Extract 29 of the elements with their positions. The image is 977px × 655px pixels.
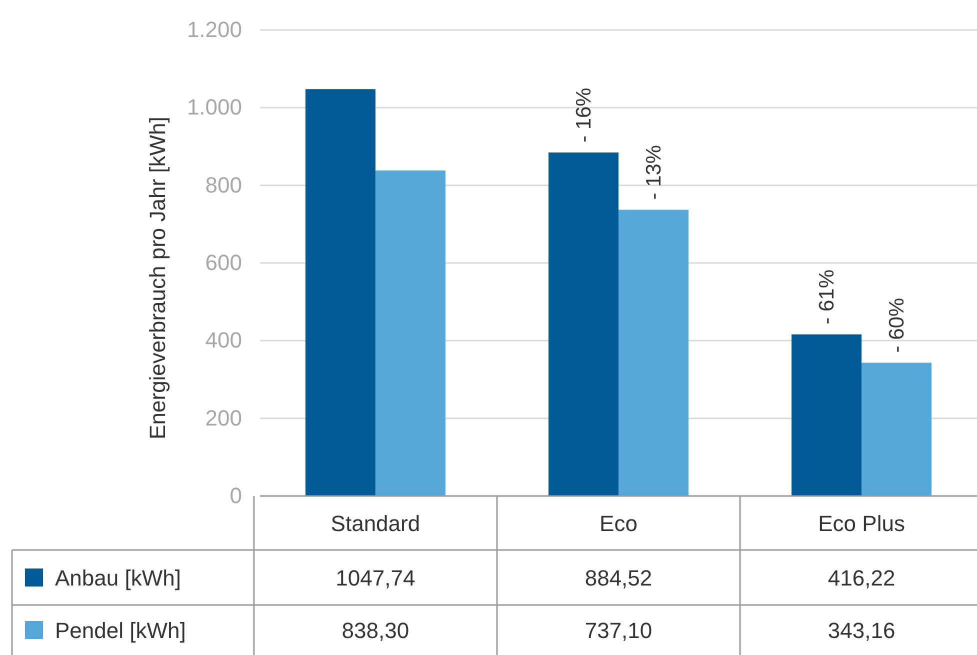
- annotation: - 60%: [886, 298, 909, 353]
- bar: [305, 89, 376, 496]
- y-tick-label: 1.000: [186, 94, 242, 120]
- data-label: 1047,74: [336, 566, 416, 590]
- y-tick-label: 400: [205, 328, 242, 353]
- legend-label: Anbau [kWh]: [55, 566, 181, 590]
- bar: [375, 170, 446, 496]
- y-tick-label: 1.200: [186, 17, 242, 42]
- x-tick-label: Eco: [600, 511, 638, 536]
- y-axis-title: Energieverbrauch pro Jahr [kWh]: [145, 116, 170, 440]
- bar: [792, 334, 862, 496]
- y-tick-label: 0: [230, 483, 242, 508]
- y-tick-label: 800: [205, 172, 242, 198]
- data-label: 884,52: [584, 566, 652, 590]
- x-tick-label: Eco Plus: [818, 511, 905, 536]
- legend-label: Pendel [kWh]: [55, 618, 186, 643]
- bar: [618, 210, 688, 496]
- annotation: - 13%: [642, 144, 666, 200]
- data-label: 416,22: [828, 566, 896, 590]
- bar: [862, 362, 932, 496]
- y-tick-label: 600: [205, 250, 242, 276]
- data-label: 343,16: [828, 618, 896, 643]
- annotation: - 16%: [572, 88, 596, 143]
- data-label: 838,30: [342, 618, 410, 643]
- data-label: 737,10: [584, 618, 652, 643]
- y-tick-label: 200: [205, 405, 242, 430]
- bar: [548, 152, 618, 496]
- annotation: - 61%: [816, 270, 839, 324]
- x-tick-label: Standard: [330, 511, 420, 536]
